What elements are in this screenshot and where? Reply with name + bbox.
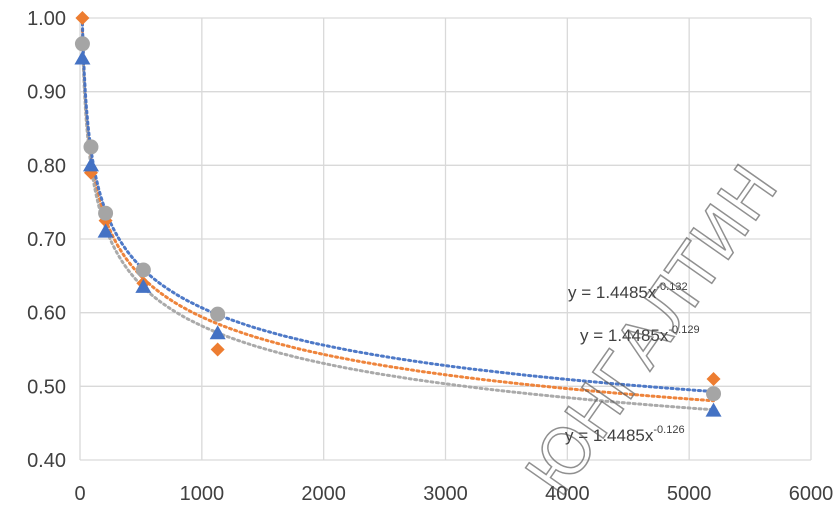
data-markers bbox=[74, 11, 722, 417]
y-tick-label: 0.80 bbox=[27, 155, 66, 177]
y-tick-label: 0.70 bbox=[27, 229, 66, 251]
data-point-triangle bbox=[97, 223, 114, 238]
x-axis-tick-labels: 0 1000 2000 3000 4000 5000 6000 bbox=[74, 483, 833, 505]
x-tick-label: 2000 bbox=[301, 483, 346, 505]
y-tick-label: 0.60 bbox=[27, 303, 66, 325]
x-tick-label: 3000 bbox=[423, 483, 468, 505]
trendline-equation-orange: y = 1.4485x-0.129 bbox=[580, 324, 700, 345]
data-point-triangle bbox=[82, 157, 99, 172]
data-point-circle bbox=[74, 36, 90, 52]
trendline-equation-blue: y = 1.4485x-0.126 bbox=[565, 424, 685, 445]
data-point-circle bbox=[135, 262, 151, 278]
data-point-triangle bbox=[135, 278, 152, 293]
data-point-circle bbox=[210, 306, 226, 322]
y-tick-label: 1.00 bbox=[27, 8, 66, 30]
trendline-triangle bbox=[80, 21, 715, 394]
x-tick-label: 4000 bbox=[545, 483, 590, 505]
data-point-circle bbox=[706, 386, 722, 402]
data-point-diamond bbox=[210, 342, 225, 357]
trendline-equation-gray: y = 1.4485x-0.132 bbox=[568, 281, 688, 302]
data-point-triangle bbox=[705, 402, 722, 417]
data-point-diamond bbox=[706, 371, 721, 386]
y-tick-label: 0.50 bbox=[27, 376, 66, 398]
y-tick-label: 0.90 bbox=[27, 82, 66, 104]
data-point-diamond bbox=[75, 11, 90, 25]
gridlines bbox=[79, 17, 812, 461]
trendlines bbox=[80, 21, 715, 412]
x-tick-label: 5000 bbox=[667, 483, 712, 505]
y-axis-tick-labels: 0.40 0.50 0.60 0.70 0.80 0.90 1.00 bbox=[27, 8, 66, 472]
y-tick-label: 0.40 bbox=[27, 450, 66, 472]
x-tick-label: 6000 bbox=[789, 483, 834, 505]
data-point-triangle bbox=[209, 325, 226, 340]
data-point-triangle bbox=[74, 50, 91, 65]
x-tick-label: 1000 bbox=[180, 483, 225, 505]
data-point-circle bbox=[83, 139, 99, 155]
x-tick-label: 0 bbox=[74, 483, 85, 505]
data-point-circle bbox=[98, 205, 114, 221]
